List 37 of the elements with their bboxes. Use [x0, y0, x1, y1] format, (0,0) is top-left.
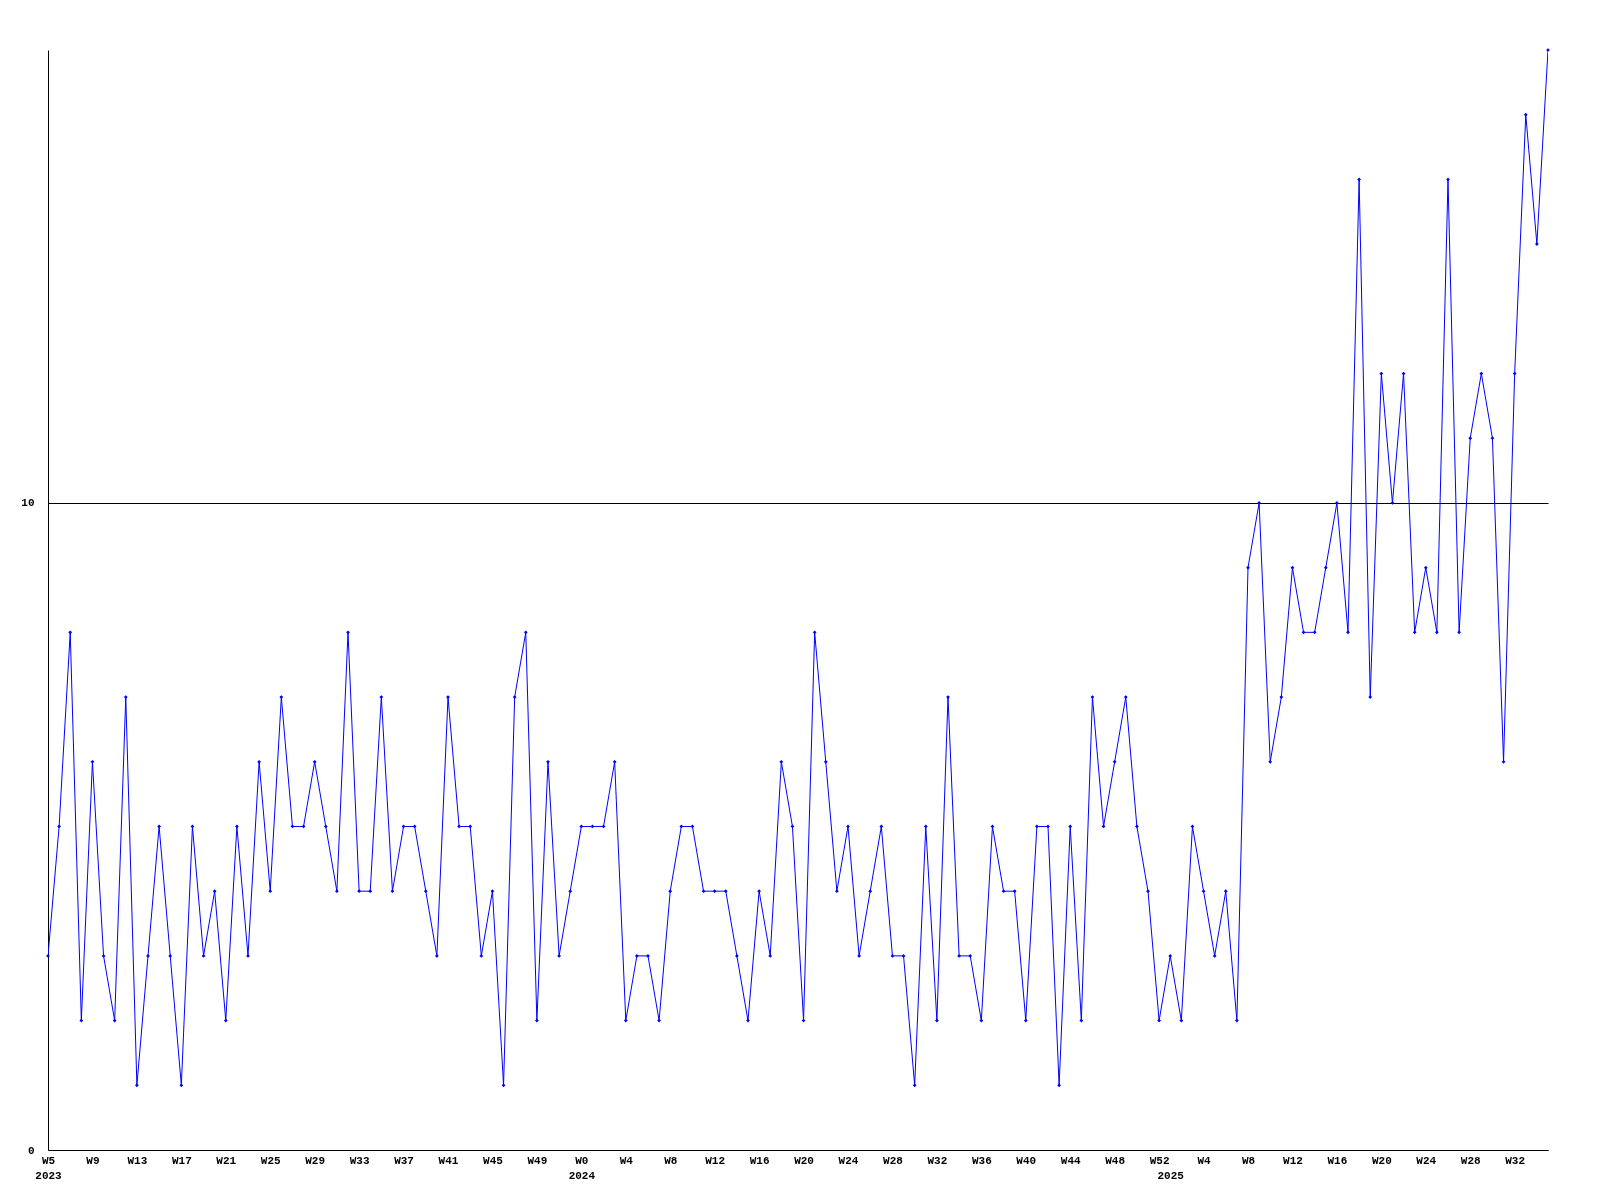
x-tick-label: W16	[1327, 1154, 1348, 1167]
x-tick-label: W36	[971, 1154, 992, 1167]
x-tick-label: W41	[438, 1154, 459, 1167]
x-tick-label: W0 2024	[568, 1154, 596, 1182]
x-tick-label: W16	[749, 1154, 770, 1167]
x-tick-label: W45	[483, 1154, 504, 1167]
x-tick-label: W8	[1241, 1154, 1256, 1167]
y-tick-label: 0	[27, 1144, 35, 1157]
x-tick-label: W48	[1105, 1154, 1126, 1167]
x-tick-label: W40	[1016, 1154, 1037, 1167]
x-tick-label: W25	[260, 1154, 282, 1167]
x-tick-label: W12	[1283, 1154, 1303, 1167]
x-tick-label: W9	[86, 1154, 100, 1167]
x-tick-label: W24	[1416, 1154, 1437, 1167]
x-tick-label: W12	[705, 1154, 726, 1167]
y-tick-label: 10	[21, 497, 35, 510]
x-tick-label: W28	[1460, 1154, 1482, 1167]
x-tick-label: 2025	[1157, 1169, 1185, 1182]
x-tick-label: W32	[927, 1154, 948, 1167]
x-tick-label: W21	[216, 1154, 237, 1167]
x-tick-label: W29	[305, 1154, 326, 1167]
x-tick-label: W24	[838, 1154, 859, 1167]
x-tick-label: W33	[349, 1154, 370, 1167]
x-tick-label: W52	[1149, 1154, 1170, 1167]
x-tick-label: W5 2023	[35, 1154, 63, 1182]
x-tick-label: W32	[1505, 1154, 1526, 1167]
x-tick-label: W37	[394, 1154, 414, 1167]
x-tick-label: W20	[1371, 1154, 1392, 1167]
x-tick-label: W8	[664, 1154, 678, 1167]
x-tick-label: W13	[127, 1154, 148, 1167]
x-tick-label: W44	[1060, 1154, 1082, 1167]
x-tick-label: W49	[527, 1154, 548, 1167]
x-tick-label: W20	[794, 1154, 814, 1167]
x-tick-label: W4	[1197, 1154, 1212, 1167]
x-tick-label: W17	[171, 1154, 192, 1167]
x-tick-label: W28	[883, 1154, 904, 1167]
x-tick-label: W4	[619, 1154, 634, 1167]
